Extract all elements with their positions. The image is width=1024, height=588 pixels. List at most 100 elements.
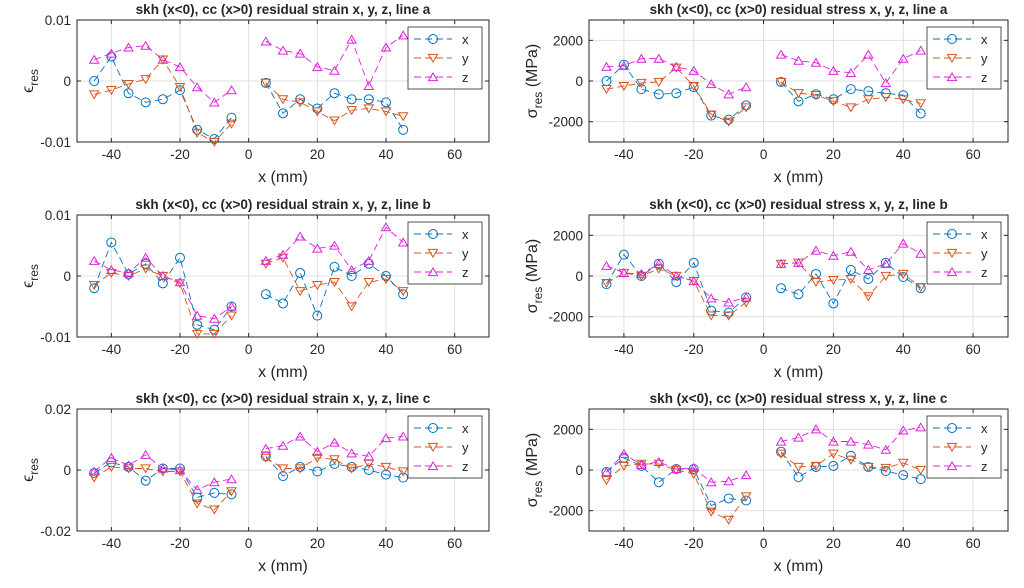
legend: xyz bbox=[926, 415, 1002, 479]
data-point-x bbox=[776, 446, 787, 457]
data-point-z bbox=[793, 257, 804, 267]
data-point-x bbox=[278, 108, 288, 119]
legend-marker-z bbox=[946, 71, 958, 82]
series-line-x bbox=[93, 55, 232, 140]
data-point-y bbox=[363, 104, 375, 114]
series-line-y bbox=[606, 268, 747, 317]
y-tick-label: 2000 bbox=[553, 228, 583, 243]
data-point-y bbox=[880, 463, 892, 474]
data-point-y bbox=[329, 278, 340, 288]
data-point-x bbox=[828, 298, 839, 309]
chart-title: skh (x<0), cc (x>0) residual strain x, y… bbox=[136, 2, 431, 17]
data-point-z bbox=[140, 252, 152, 262]
data-point-z bbox=[88, 54, 100, 64]
series-line-z bbox=[780, 426, 921, 451]
x-tick-label: -40 bbox=[102, 147, 122, 162]
y-tick-label: -0.02 bbox=[40, 524, 71, 539]
data-point-z bbox=[862, 49, 874, 59]
series-line-x bbox=[606, 64, 747, 121]
data-point-x bbox=[295, 461, 306, 472]
x-tick-label: 60 bbox=[966, 147, 981, 162]
data-point-y bbox=[191, 499, 203, 509]
data-point-y bbox=[740, 492, 752, 502]
data-point-z bbox=[723, 476, 735, 486]
y-axis-label: ϵres bbox=[20, 69, 41, 93]
data-point-z bbox=[775, 436, 787, 446]
legend-marker-y bbox=[427, 442, 439, 453]
x-tick-label: 60 bbox=[447, 536, 462, 551]
series-y bbox=[601, 449, 927, 525]
x-tick-label: -20 bbox=[684, 147, 704, 162]
x-tick-label: -20 bbox=[684, 342, 704, 357]
data-point-z bbox=[123, 460, 134, 470]
x-tick-label: 60 bbox=[966, 342, 981, 357]
data-point-z bbox=[157, 54, 169, 64]
y-tick-label: 0 bbox=[63, 269, 71, 284]
data-point-x bbox=[741, 100, 752, 111]
data-point-x bbox=[295, 267, 306, 278]
data-point-z bbox=[88, 466, 100, 476]
data-point-y bbox=[311, 107, 323, 117]
legend-marker-z bbox=[427, 266, 439, 277]
data-point-x bbox=[278, 298, 288, 309]
data-point-z bbox=[670, 463, 682, 474]
legend-label-z: z bbox=[981, 459, 988, 474]
data-point-x bbox=[898, 272, 909, 283]
legend-marker-x bbox=[947, 229, 957, 239]
data-point-x bbox=[175, 252, 185, 263]
series-line-x bbox=[780, 262, 921, 305]
data-point-z bbox=[208, 97, 220, 107]
data-point-z bbox=[294, 48, 306, 58]
series-line-y bbox=[606, 67, 747, 123]
data-point-z bbox=[845, 436, 857, 446]
data-point-y bbox=[260, 453, 272, 463]
series-z bbox=[601, 422, 927, 487]
legend-label-x: x bbox=[462, 227, 469, 242]
x-tick-label: 40 bbox=[378, 342, 393, 357]
x-tick-label: -40 bbox=[614, 147, 634, 162]
series-z bbox=[601, 45, 927, 99]
data-point-z bbox=[915, 422, 927, 432]
data-point-y bbox=[397, 287, 409, 297]
data-point-x bbox=[793, 289, 804, 300]
data-point-x bbox=[776, 283, 787, 294]
legend-marker-z bbox=[946, 460, 958, 471]
data-point-y bbox=[915, 465, 927, 476]
chart-title: skh (x<0), cc (x>0) residual stress x, y… bbox=[650, 391, 948, 406]
chart-stress_a: -40 -20 0 20 40 60 -2000 0 2000 skh (x<0), cc (x>… bbox=[524, 2, 1009, 186]
legend-label-z: z bbox=[462, 265, 469, 280]
series-z bbox=[88, 431, 409, 494]
data-point-y bbox=[915, 99, 927, 109]
legend: xyz bbox=[407, 415, 483, 479]
series-y bbox=[88, 55, 409, 148]
data-point-x bbox=[363, 465, 374, 475]
legend-label-y: y bbox=[462, 51, 469, 66]
x-tick-label: 60 bbox=[966, 536, 981, 551]
data-point-z bbox=[123, 267, 134, 278]
series-line-y bbox=[94, 58, 232, 143]
series-line-z bbox=[780, 242, 921, 271]
legend-label-y: y bbox=[981, 246, 988, 261]
data-point-z bbox=[845, 67, 857, 77]
y-tick-label: -2000 bbox=[548, 310, 583, 325]
legend-marker-x bbox=[428, 34, 438, 44]
data-point-y bbox=[601, 279, 612, 289]
data-point-y bbox=[636, 78, 647, 89]
data-point-x bbox=[898, 470, 909, 481]
data-point-x bbox=[381, 97, 391, 108]
data-point-z bbox=[636, 53, 647, 63]
x-tick-label: 0 bbox=[245, 147, 253, 162]
data-point-x bbox=[89, 468, 100, 479]
data-point-z bbox=[140, 449, 152, 459]
data-point-z bbox=[618, 267, 630, 278]
data-point-z bbox=[862, 439, 874, 449]
series-z bbox=[88, 30, 409, 107]
x-tick-label: 60 bbox=[447, 342, 462, 357]
x-axis-label: x (mm) bbox=[774, 558, 824, 575]
y-tick-label: 2000 bbox=[553, 33, 583, 48]
data-point-y bbox=[123, 79, 134, 90]
data-point-y bbox=[897, 458, 909, 468]
data-point-z bbox=[915, 45, 927, 55]
series-line-y bbox=[265, 257, 404, 308]
data-point-y bbox=[294, 464, 306, 474]
